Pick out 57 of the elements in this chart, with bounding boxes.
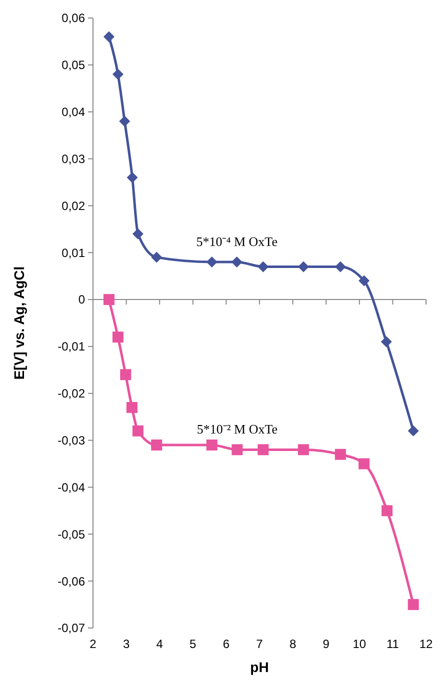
x-tick-label: 10 <box>352 637 366 651</box>
y-tick-label: 0,04 <box>62 105 86 120</box>
y-tick-label: 0,02 <box>62 198 86 213</box>
point <box>408 425 419 436</box>
point <box>126 402 138 413</box>
x-tick-label: 4 <box>156 637 164 651</box>
y-tick-label: 0,03 <box>62 152 86 166</box>
point <box>103 294 114 306</box>
y-tick-label: -0,05 <box>58 527 86 542</box>
point <box>120 369 132 380</box>
y-tick-label: -0,02 <box>58 386 86 401</box>
point <box>112 68 124 80</box>
y-tick-label: 0,05 <box>62 58 86 72</box>
point <box>232 444 243 456</box>
y-tick-label: -0,03 <box>58 434 86 448</box>
point <box>382 505 393 516</box>
series-label: 5*10⁻² M OxTe <box>196 422 278 437</box>
x-tick-label: 11 <box>386 637 400 651</box>
point <box>334 448 346 460</box>
point <box>408 599 419 610</box>
point <box>231 256 242 268</box>
x-tick-label: 12 <box>419 637 433 651</box>
y-axis-title: E[V] vs. Ag, AgCl <box>11 266 27 380</box>
x-tick-label: 9 <box>322 637 330 651</box>
y-tick-label: 0,01 <box>62 246 86 260</box>
point <box>358 275 370 286</box>
point <box>298 261 309 272</box>
point <box>119 116 130 127</box>
y-tick-label: 0 <box>78 292 86 307</box>
point <box>132 228 144 240</box>
x-tick-label: 6 <box>222 637 230 651</box>
point <box>151 440 162 450</box>
x-tick-label: 3 <box>122 637 130 651</box>
point <box>126 172 138 184</box>
y-tick-label: -0,04 <box>58 480 86 494</box>
point <box>206 440 218 450</box>
x-axis-title: pH <box>250 659 269 675</box>
x-tick-label: 2 <box>90 637 97 651</box>
y-tick-label: -0,06 <box>58 574 86 588</box>
point <box>258 444 269 456</box>
point <box>380 336 392 348</box>
point <box>103 31 114 42</box>
y-tick-label: -0,01 <box>58 340 86 354</box>
point <box>132 425 144 436</box>
x-tick-label: 5 <box>190 637 197 651</box>
point <box>112 332 124 343</box>
point <box>151 252 162 263</box>
point <box>334 261 346 272</box>
point <box>358 458 370 470</box>
x-tick-label: 8 <box>289 637 296 651</box>
point <box>258 261 269 272</box>
y-tick-label: -0,07 <box>58 621 86 636</box>
y-tick-label: 0,06 <box>62 11 86 26</box>
x-tick-label: 7 <box>256 637 264 651</box>
point <box>298 444 309 456</box>
point <box>206 256 218 268</box>
series-label: 5*10⁻⁴ M OxTe <box>196 234 278 249</box>
